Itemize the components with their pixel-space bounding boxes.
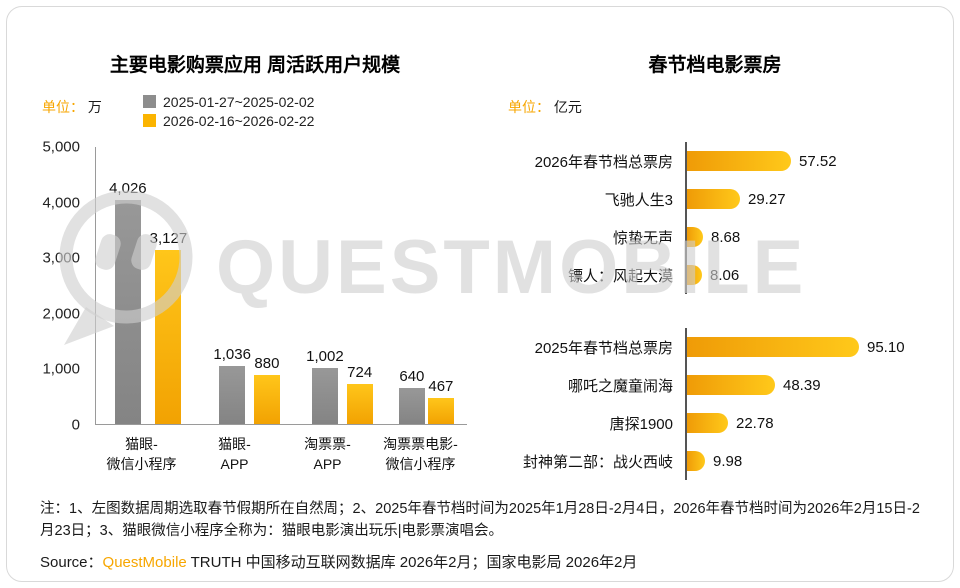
- bar-row-label: 2026年春节档总票房: [534, 153, 673, 171]
- x-label-line: APP: [220, 456, 249, 472]
- bar-row: 封神第二部：战火西岐 9.98: [505, 442, 937, 480]
- bar-row-label: 飞驰人生3: [604, 191, 673, 209]
- legend-swatch-gray: [143, 95, 156, 108]
- bar-value-label: 1,002: [306, 348, 344, 365]
- x-label-line: 淘票票电影-: [383, 436, 458, 452]
- bar-group-maoyan-app: 1,036 880: [213, 346, 280, 424]
- bar-value: 9.98: [713, 452, 743, 470]
- group-2025: 2025年春节档总票房 95.10 哪吒之魔童闹海 48.39 唐探1900 2…: [505, 328, 937, 480]
- source-line: Source：QuestMobile TRUTH 中国移动互联网数据库 2026…: [40, 551, 637, 572]
- bar-value: 22.78: [736, 414, 774, 432]
- source-label: Source：: [40, 554, 103, 571]
- x-label-line: 猫眼-: [218, 436, 251, 452]
- bar-2025: [398, 388, 425, 424]
- bar-row: 哪吒之魔童闹海 48.39: [505, 366, 937, 404]
- x-label: 猫眼- 微信小程序: [95, 434, 188, 474]
- horizontal-bar-chart: 2026年春节档总票房 57.52 飞驰人生3 29.27 惊蛰无声 8.68 …: [505, 142, 937, 514]
- y-tick: 2,000: [42, 305, 80, 323]
- x-label-line: 淘票票-: [304, 436, 351, 452]
- bar-value: 29.27: [748, 190, 786, 208]
- bar: [687, 227, 703, 247]
- right-unit-value: 亿元: [553, 99, 582, 115]
- bar: [687, 265, 702, 285]
- bar-value: 8.68: [711, 228, 741, 246]
- bar-2025: [114, 200, 141, 424]
- vertical-bar-plot: 4,026 3,127 1,036 880: [95, 147, 467, 425]
- x-label: 猫眼- APP: [188, 434, 281, 474]
- x-label-line: 猫眼-: [125, 436, 158, 452]
- bar-value-label: 4,026: [109, 180, 147, 197]
- bar-value-label: 880: [254, 355, 280, 372]
- bar-2025: [219, 366, 246, 424]
- legend-swatch-gold: [143, 114, 156, 127]
- bar-row: 2025年春节档总票房 95.10: [505, 328, 937, 366]
- bar-row: 镖人：风起大漠 8.06: [505, 256, 937, 294]
- legend-label: 2026-02-16~2026-02-22: [163, 112, 315, 129]
- bar-value-label: 467: [428, 378, 454, 395]
- y-tick: 0: [71, 416, 80, 434]
- right-chart-title: 春节档电影票房: [648, 55, 782, 76]
- right-unit-label: 单位：: [508, 99, 550, 115]
- bar-2025: [311, 368, 338, 424]
- bar-value: 57.52: [799, 152, 837, 170]
- bar-row-label: 2025年春节档总票房: [534, 339, 673, 357]
- bar-value: 48.39: [783, 376, 821, 394]
- legend-item-2026: 2026-02-16~2026-02-22: [143, 111, 314, 130]
- y-tick: 5,000: [42, 138, 80, 156]
- x-label: 淘票票- APP: [281, 434, 374, 474]
- source-rest: TRUTH 中国移动互联网数据库 2026年2月；国家电影局 2026年2月: [186, 554, 638, 571]
- bar-value-label: 640: [399, 368, 425, 385]
- bar: [687, 375, 775, 395]
- bar-row: 2026年春节档总票房 57.52: [505, 142, 937, 180]
- bar-group-maoyan-wechat: 4,026 3,127: [109, 180, 187, 424]
- left-unit: 单位： 万: [42, 97, 102, 117]
- x-label-line: 微信小程序: [106, 456, 177, 472]
- legend-item-2025: 2025-01-27~2025-02-02: [143, 92, 314, 111]
- left-unit-value: 万: [87, 99, 102, 115]
- left-chart-title: 主要电影购票应用 周活跃用户规模: [109, 55, 401, 76]
- y-tick: 1,000: [42, 360, 80, 378]
- bar-2026: [427, 398, 454, 424]
- bar-row-label: 镖人：风起大漠: [567, 267, 673, 285]
- bar-group-taopiaopiao-app: 1,002 724: [306, 348, 373, 424]
- bar-value-label: 1,036: [213, 346, 251, 363]
- bar-row: 唐探1900 22.78: [505, 404, 937, 442]
- group-2026: 2026年春节档总票房 57.52 飞驰人生3 29.27 惊蛰无声 8.68 …: [505, 142, 937, 294]
- right-unit: 单位： 亿元: [508, 97, 582, 117]
- bar-row: 飞驰人生3 29.27: [505, 180, 937, 218]
- bar-2026: [253, 375, 280, 424]
- bar-row: 惊蛰无声 8.68: [505, 218, 937, 256]
- bar-value: 8.06: [710, 266, 740, 284]
- bar-row-label: 唐探1900: [609, 415, 673, 433]
- bar: [687, 413, 728, 433]
- bar-value-label: 724: [347, 364, 373, 381]
- bar-2026: [346, 384, 373, 424]
- bar: [687, 451, 705, 471]
- footnote: 注：1、左图数据周期选取春节假期所在自然周；2、2025年春节档时间为2025年…: [40, 501, 920, 539]
- bar-row-label: 哪吒之魔童闹海: [567, 377, 673, 395]
- x-label: 淘票票电影- 微信小程序: [374, 434, 467, 474]
- left-unit-label: 单位：: [42, 99, 84, 115]
- legend: 2025-01-27~2025-02-02 2026-02-16~2026-02…: [143, 92, 314, 130]
- bar: [687, 189, 740, 209]
- x-label-line: 微信小程序: [385, 456, 456, 472]
- y-tick: 4,000: [42, 194, 80, 212]
- bar-2026: [155, 250, 182, 424]
- bar-group-taopiaopiao-wechat: 640 467: [398, 368, 454, 424]
- y-tick: 3,000: [42, 249, 80, 267]
- bar-row-label: 惊蛰无声: [612, 229, 673, 247]
- bar-value: 95.10: [867, 338, 905, 356]
- x-axis-labels: 猫眼- 微信小程序 猫眼- APP 淘票票- APP 淘票票电影- 微信小程序: [95, 434, 467, 474]
- x-label-line: APP: [313, 456, 342, 472]
- bar: [687, 337, 859, 357]
- source-brand: QuestMobile: [102, 554, 187, 571]
- bar-row-label: 封神第二部：战火西岐: [522, 453, 673, 471]
- bar: [687, 151, 791, 171]
- y-axis-ticks: 5,000 4,000 3,000 2,000 1,000 0: [30, 139, 88, 434]
- bar-value-label: 3,127: [149, 230, 188, 247]
- legend-label: 2025-01-27~2025-02-02: [163, 93, 315, 110]
